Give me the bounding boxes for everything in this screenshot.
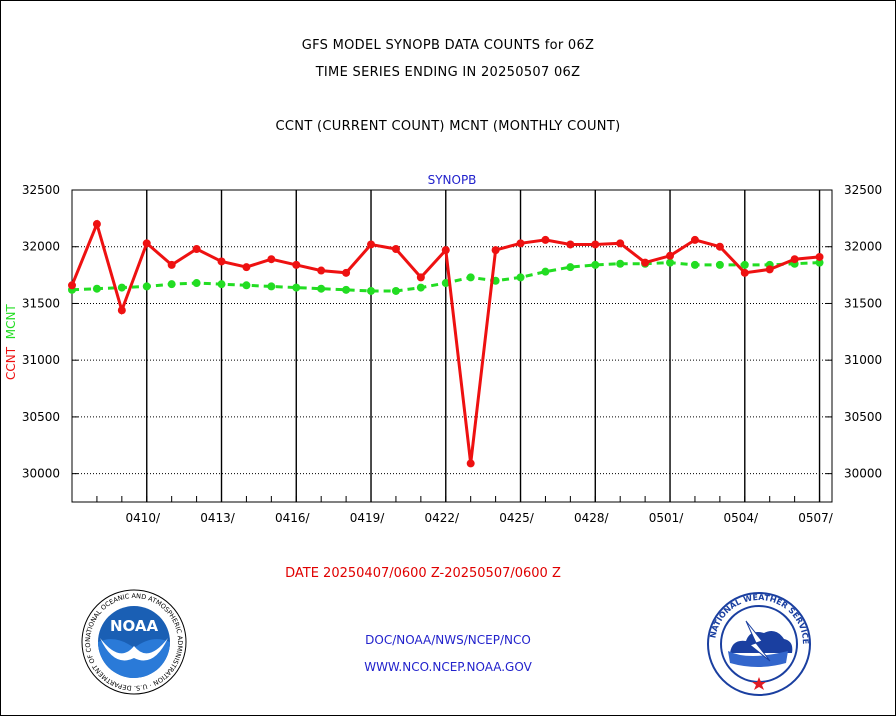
data-point-mcnt: [441, 279, 450, 288]
data-point-ccnt: [666, 251, 675, 260]
data-point-mcnt: [740, 260, 749, 269]
data-point-ccnt: [740, 268, 749, 277]
x-tick-label: 0419/: [350, 511, 386, 525]
data-point-mcnt: [416, 283, 425, 292]
data-point-ccnt: [591, 240, 600, 249]
data-point-ccnt: [317, 266, 326, 275]
data-point-ccnt: [516, 239, 525, 248]
y-label-ccnt: CCNT: [4, 346, 18, 380]
data-point-mcnt: [591, 260, 600, 269]
data-point-mcnt: [466, 273, 475, 282]
title-line-2: TIME SERIES ENDING IN 20250507 06Z: [315, 65, 581, 80]
data-point-mcnt: [541, 267, 550, 276]
data-point-mcnt: [292, 283, 301, 292]
nws-logo: NATIONAL WEATHER SERVICE: [707, 592, 811, 696]
x-tick-label: 0410/: [125, 511, 161, 525]
data-point-ccnt: [217, 257, 226, 266]
y-tick-label-right: 32500: [844, 183, 882, 197]
data-point-mcnt: [391, 286, 400, 295]
x-tick-label: 0422/: [424, 511, 460, 525]
data-point-ccnt: [641, 258, 650, 267]
data-point-mcnt: [167, 280, 176, 289]
data-point-mcnt: [92, 284, 101, 293]
data-point-ccnt: [267, 255, 276, 264]
data-point-ccnt: [765, 265, 774, 274]
y-tick-label-left: 32500: [22, 183, 60, 197]
data-point-mcnt: [267, 282, 276, 291]
data-point-ccnt: [242, 263, 251, 272]
data-point-ccnt: [142, 239, 151, 248]
y-tick-label-right: 31000: [844, 353, 882, 367]
x-tick-label: 0425/: [499, 511, 535, 525]
plot-frame: [71, 189, 833, 503]
y-tick-label-right: 30000: [844, 467, 882, 481]
y-tick-label-right: 32000: [844, 240, 882, 254]
data-point-mcnt: [815, 258, 824, 267]
data-point-mcnt: [242, 281, 251, 290]
y-tick-label-right: 30500: [844, 410, 882, 424]
data-point-mcnt: [566, 263, 575, 272]
data-point-ccnt: [466, 459, 475, 468]
data-point-ccnt: [416, 273, 425, 282]
data-point-mcnt: [192, 279, 201, 288]
data-point-ccnt: [367, 240, 376, 249]
noaa-logo: NATIONAL OCEANIC AND ATMOSPHERIC ADMINIS…: [80, 588, 187, 695]
data-point-ccnt: [117, 306, 126, 315]
data-point-ccnt: [690, 235, 699, 244]
y-tick-label-left: 30000: [22, 467, 60, 481]
y-label-mcnt: MCNT: [4, 304, 18, 340]
data-point-ccnt: [441, 246, 450, 255]
x-tick-label: 0501/: [649, 511, 685, 525]
data-point-mcnt: [342, 285, 351, 294]
data-point-mcnt: [142, 282, 151, 291]
x-tick-label: 0428/: [574, 511, 610, 525]
data-point-mcnt: [616, 259, 625, 268]
data-point-mcnt: [317, 284, 326, 293]
data-point-ccnt: [541, 235, 550, 244]
data-point-ccnt: [92, 220, 101, 229]
data-point-mcnt: [666, 258, 675, 267]
data-point-ccnt: [68, 281, 76, 290]
data-point-ccnt: [790, 255, 799, 264]
x-tick-label: 0504/: [723, 511, 759, 525]
data-point-mcnt: [516, 273, 525, 282]
x-tick-label: 0416/: [275, 511, 311, 525]
y-tick-label-left: 30500: [22, 410, 60, 424]
date-range-label: DATE 20250407/0600 Z-20250507/0600 Z: [285, 566, 561, 581]
data-point-ccnt: [342, 268, 351, 277]
data-point-ccnt: [292, 260, 301, 269]
data-point-mcnt: [367, 286, 376, 295]
x-tick-label: 0413/: [200, 511, 236, 525]
y-tick-label-left: 31500: [22, 296, 60, 310]
data-point-mcnt: [715, 260, 724, 269]
data-point-mcnt: [117, 283, 126, 292]
y-axis-label: CCNT MCNT: [4, 304, 18, 380]
x-tick-label: 0507/: [798, 511, 834, 525]
data-point-ccnt: [715, 242, 724, 251]
data-point-ccnt: [491, 246, 500, 255]
data-point-ccnt: [815, 252, 824, 261]
y-tick-label-left: 32000: [22, 240, 60, 254]
data-point-ccnt: [566, 240, 575, 249]
footer-website: WWW.NCO.NCEP.NOAA.GOV: [364, 660, 532, 674]
footer-agency: DOC/NOAA/NWS/NCEP/NCO: [365, 633, 531, 647]
noaa-logo-text: NOAA: [110, 617, 159, 635]
y-tick-label-right: 31500: [844, 296, 882, 310]
chart-title: SYNOPB: [428, 173, 477, 187]
data-point-mcnt: [690, 260, 699, 269]
title-line-1: GFS MODEL SYNOPB DATA COUNTS for 06Z: [301, 38, 595, 53]
data-point-ccnt: [391, 244, 400, 253]
data-point-mcnt: [217, 280, 226, 289]
data-point-ccnt: [616, 239, 625, 248]
data-point-ccnt: [167, 260, 176, 269]
title-line-3: CCNT (CURRENT COUNT) MCNT (MONTHLY COUNT…: [275, 119, 621, 134]
y-tick-label-left: 31000: [22, 353, 60, 367]
data-point-ccnt: [192, 244, 201, 253]
